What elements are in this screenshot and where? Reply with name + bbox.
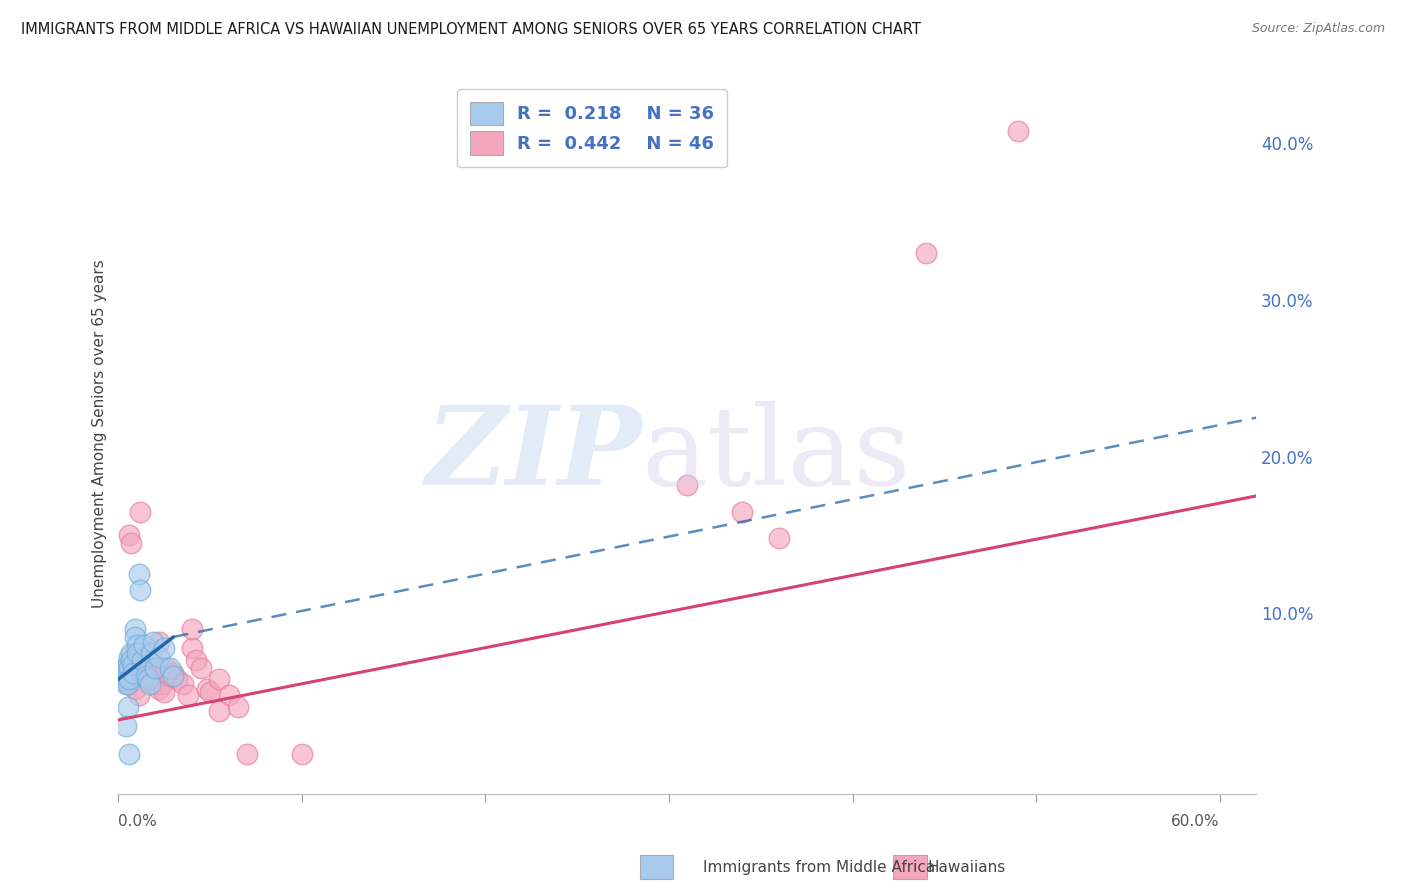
Point	[141, 646, 163, 660]
Point	[124, 622, 146, 636]
Point	[143, 677, 166, 691]
Point	[162, 665, 184, 680]
Point	[138, 677, 160, 691]
Point	[200, 684, 222, 698]
Point	[141, 661, 163, 675]
Point	[915, 246, 938, 260]
Point	[125, 638, 148, 652]
Point	[117, 665, 139, 680]
Point	[153, 640, 176, 655]
Point	[142, 634, 165, 648]
Point	[148, 634, 170, 648]
Point	[148, 681, 170, 696]
Point	[112, 661, 135, 675]
Point	[117, 677, 139, 691]
Point	[1007, 124, 1029, 138]
Point	[208, 704, 231, 718]
Point	[153, 684, 176, 698]
Point	[135, 657, 157, 671]
Point	[124, 630, 146, 644]
Point	[180, 622, 202, 636]
Point	[190, 661, 212, 675]
Point	[117, 700, 139, 714]
Point	[768, 531, 790, 545]
Text: 0.0%: 0.0%	[118, 814, 157, 829]
Point	[112, 669, 135, 683]
Point	[118, 747, 141, 762]
Text: ZIP: ZIP	[425, 401, 643, 508]
Point	[118, 661, 141, 675]
Point	[172, 677, 194, 691]
Point	[125, 646, 148, 660]
Point	[125, 669, 148, 683]
Point	[118, 677, 141, 691]
Point	[131, 653, 153, 667]
Point	[155, 661, 177, 675]
Point	[136, 665, 159, 680]
Point	[122, 665, 145, 680]
Point	[122, 672, 145, 686]
Point	[122, 657, 145, 671]
Point	[162, 669, 184, 683]
Text: Source: ZipAtlas.com: Source: ZipAtlas.com	[1251, 22, 1385, 36]
Point	[118, 672, 141, 686]
Point	[148, 650, 170, 665]
Point	[180, 640, 202, 655]
Point	[118, 650, 141, 665]
Point	[112, 672, 135, 686]
Point	[129, 505, 152, 519]
Point	[117, 669, 139, 683]
Point	[184, 653, 207, 667]
Point	[159, 661, 181, 675]
Point	[676, 478, 699, 492]
Point	[128, 567, 150, 582]
Point	[136, 672, 159, 686]
Text: Immigrants from Middle Africa: Immigrants from Middle Africa	[703, 860, 935, 874]
Point	[142, 672, 165, 686]
Point	[152, 677, 174, 691]
Point	[226, 700, 249, 714]
Point	[218, 688, 240, 702]
Point	[291, 747, 314, 762]
Text: Hawaiians: Hawaiians	[928, 860, 1007, 874]
Point	[117, 657, 139, 671]
Point	[195, 681, 218, 696]
Y-axis label: Unemployment Among Seniors over 65 years: Unemployment Among Seniors over 65 years	[93, 259, 107, 607]
Point	[114, 665, 136, 680]
Point	[120, 653, 142, 667]
Point	[143, 661, 166, 675]
Point	[135, 669, 157, 683]
Point	[128, 688, 150, 702]
Point	[134, 638, 156, 652]
Point	[134, 665, 156, 680]
Point	[159, 669, 181, 683]
Point	[124, 681, 146, 696]
Point	[129, 582, 152, 597]
Point	[177, 688, 200, 702]
Point	[208, 672, 231, 686]
Point	[131, 657, 153, 671]
Point	[118, 528, 141, 542]
Point	[111, 669, 134, 683]
Text: 60.0%: 60.0%	[1171, 814, 1219, 829]
Point	[114, 719, 136, 733]
Point	[120, 646, 142, 660]
Point	[114, 672, 136, 686]
Point	[731, 505, 754, 519]
Point	[138, 672, 160, 686]
Point	[120, 536, 142, 550]
Legend: R =  0.218    N = 36, R =  0.442    N = 46: R = 0.218 N = 36, R = 0.442 N = 46	[457, 89, 727, 167]
Point	[236, 747, 259, 762]
Point	[114, 677, 136, 691]
Point	[166, 672, 188, 686]
Text: atlas: atlas	[643, 401, 911, 508]
Text: IMMIGRANTS FROM MIDDLE AFRICA VS HAWAIIAN UNEMPLOYMENT AMONG SENIORS OVER 65 YEA: IMMIGRANTS FROM MIDDLE AFRICA VS HAWAIIA…	[21, 22, 921, 37]
